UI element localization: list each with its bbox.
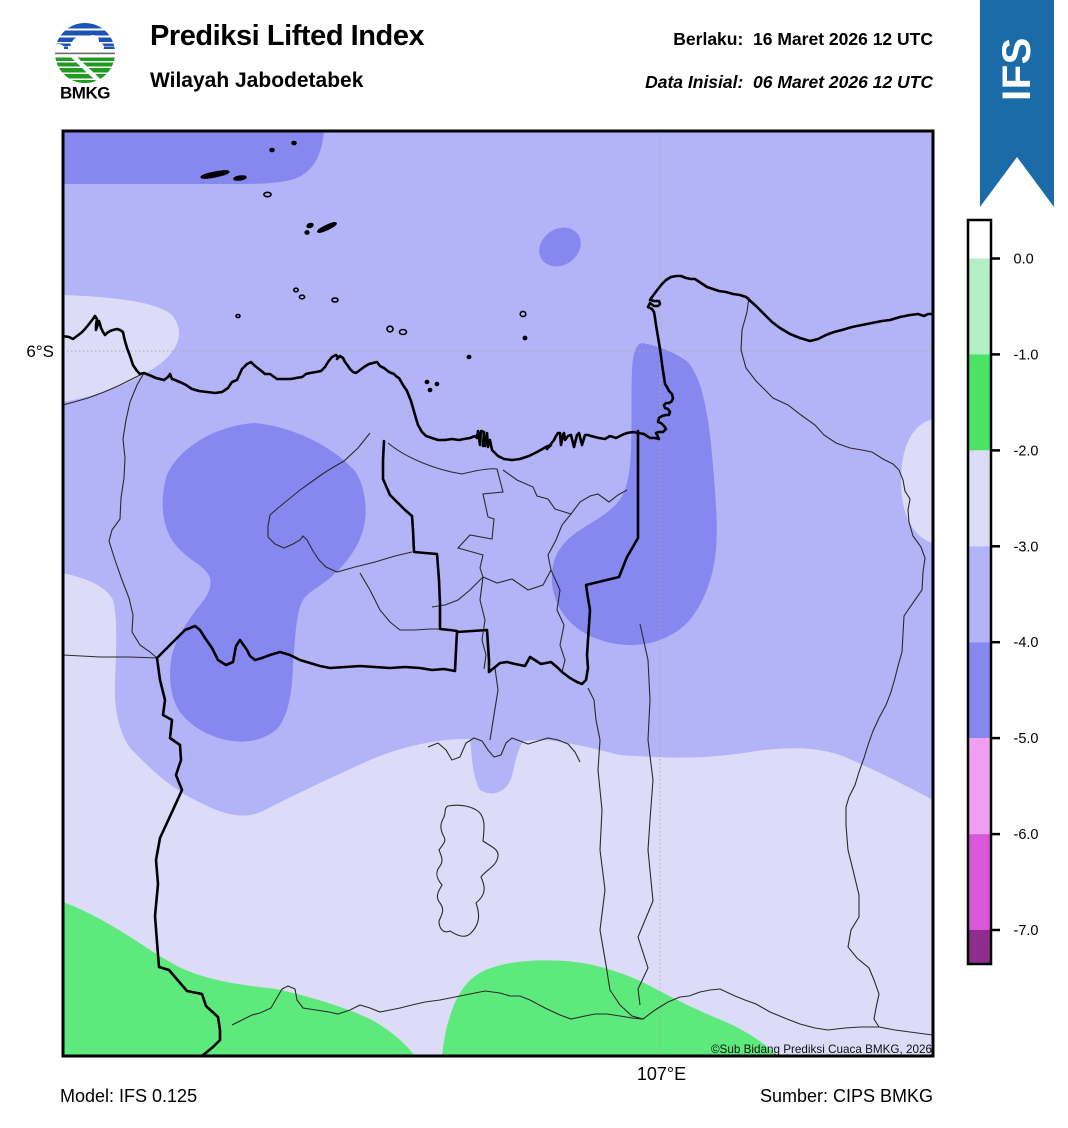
svg-text:BMKG: BMKG — [60, 84, 110, 103]
svg-text:-3.0: -3.0 — [1014, 539, 1039, 555]
svg-text:0.0: 0.0 — [1014, 252, 1034, 268]
svg-text:-6.0: -6.0 — [1014, 827, 1039, 843]
svg-text:-2.0: -2.0 — [1014, 443, 1039, 459]
svg-text:-1.0: -1.0 — [1014, 347, 1039, 363]
svg-text:©Sub Bidang Prediksi Cuaca BMK: ©Sub Bidang Prediksi Cuaca BMKG, 2026 — [711, 1043, 932, 1056]
svg-text:-4.0: -4.0 — [1014, 635, 1039, 651]
svg-text:IFS: IFS — [995, 37, 1039, 101]
svg-text:-5.0: -5.0 — [1014, 731, 1039, 747]
svg-text:-7.0: -7.0 — [1014, 923, 1039, 939]
